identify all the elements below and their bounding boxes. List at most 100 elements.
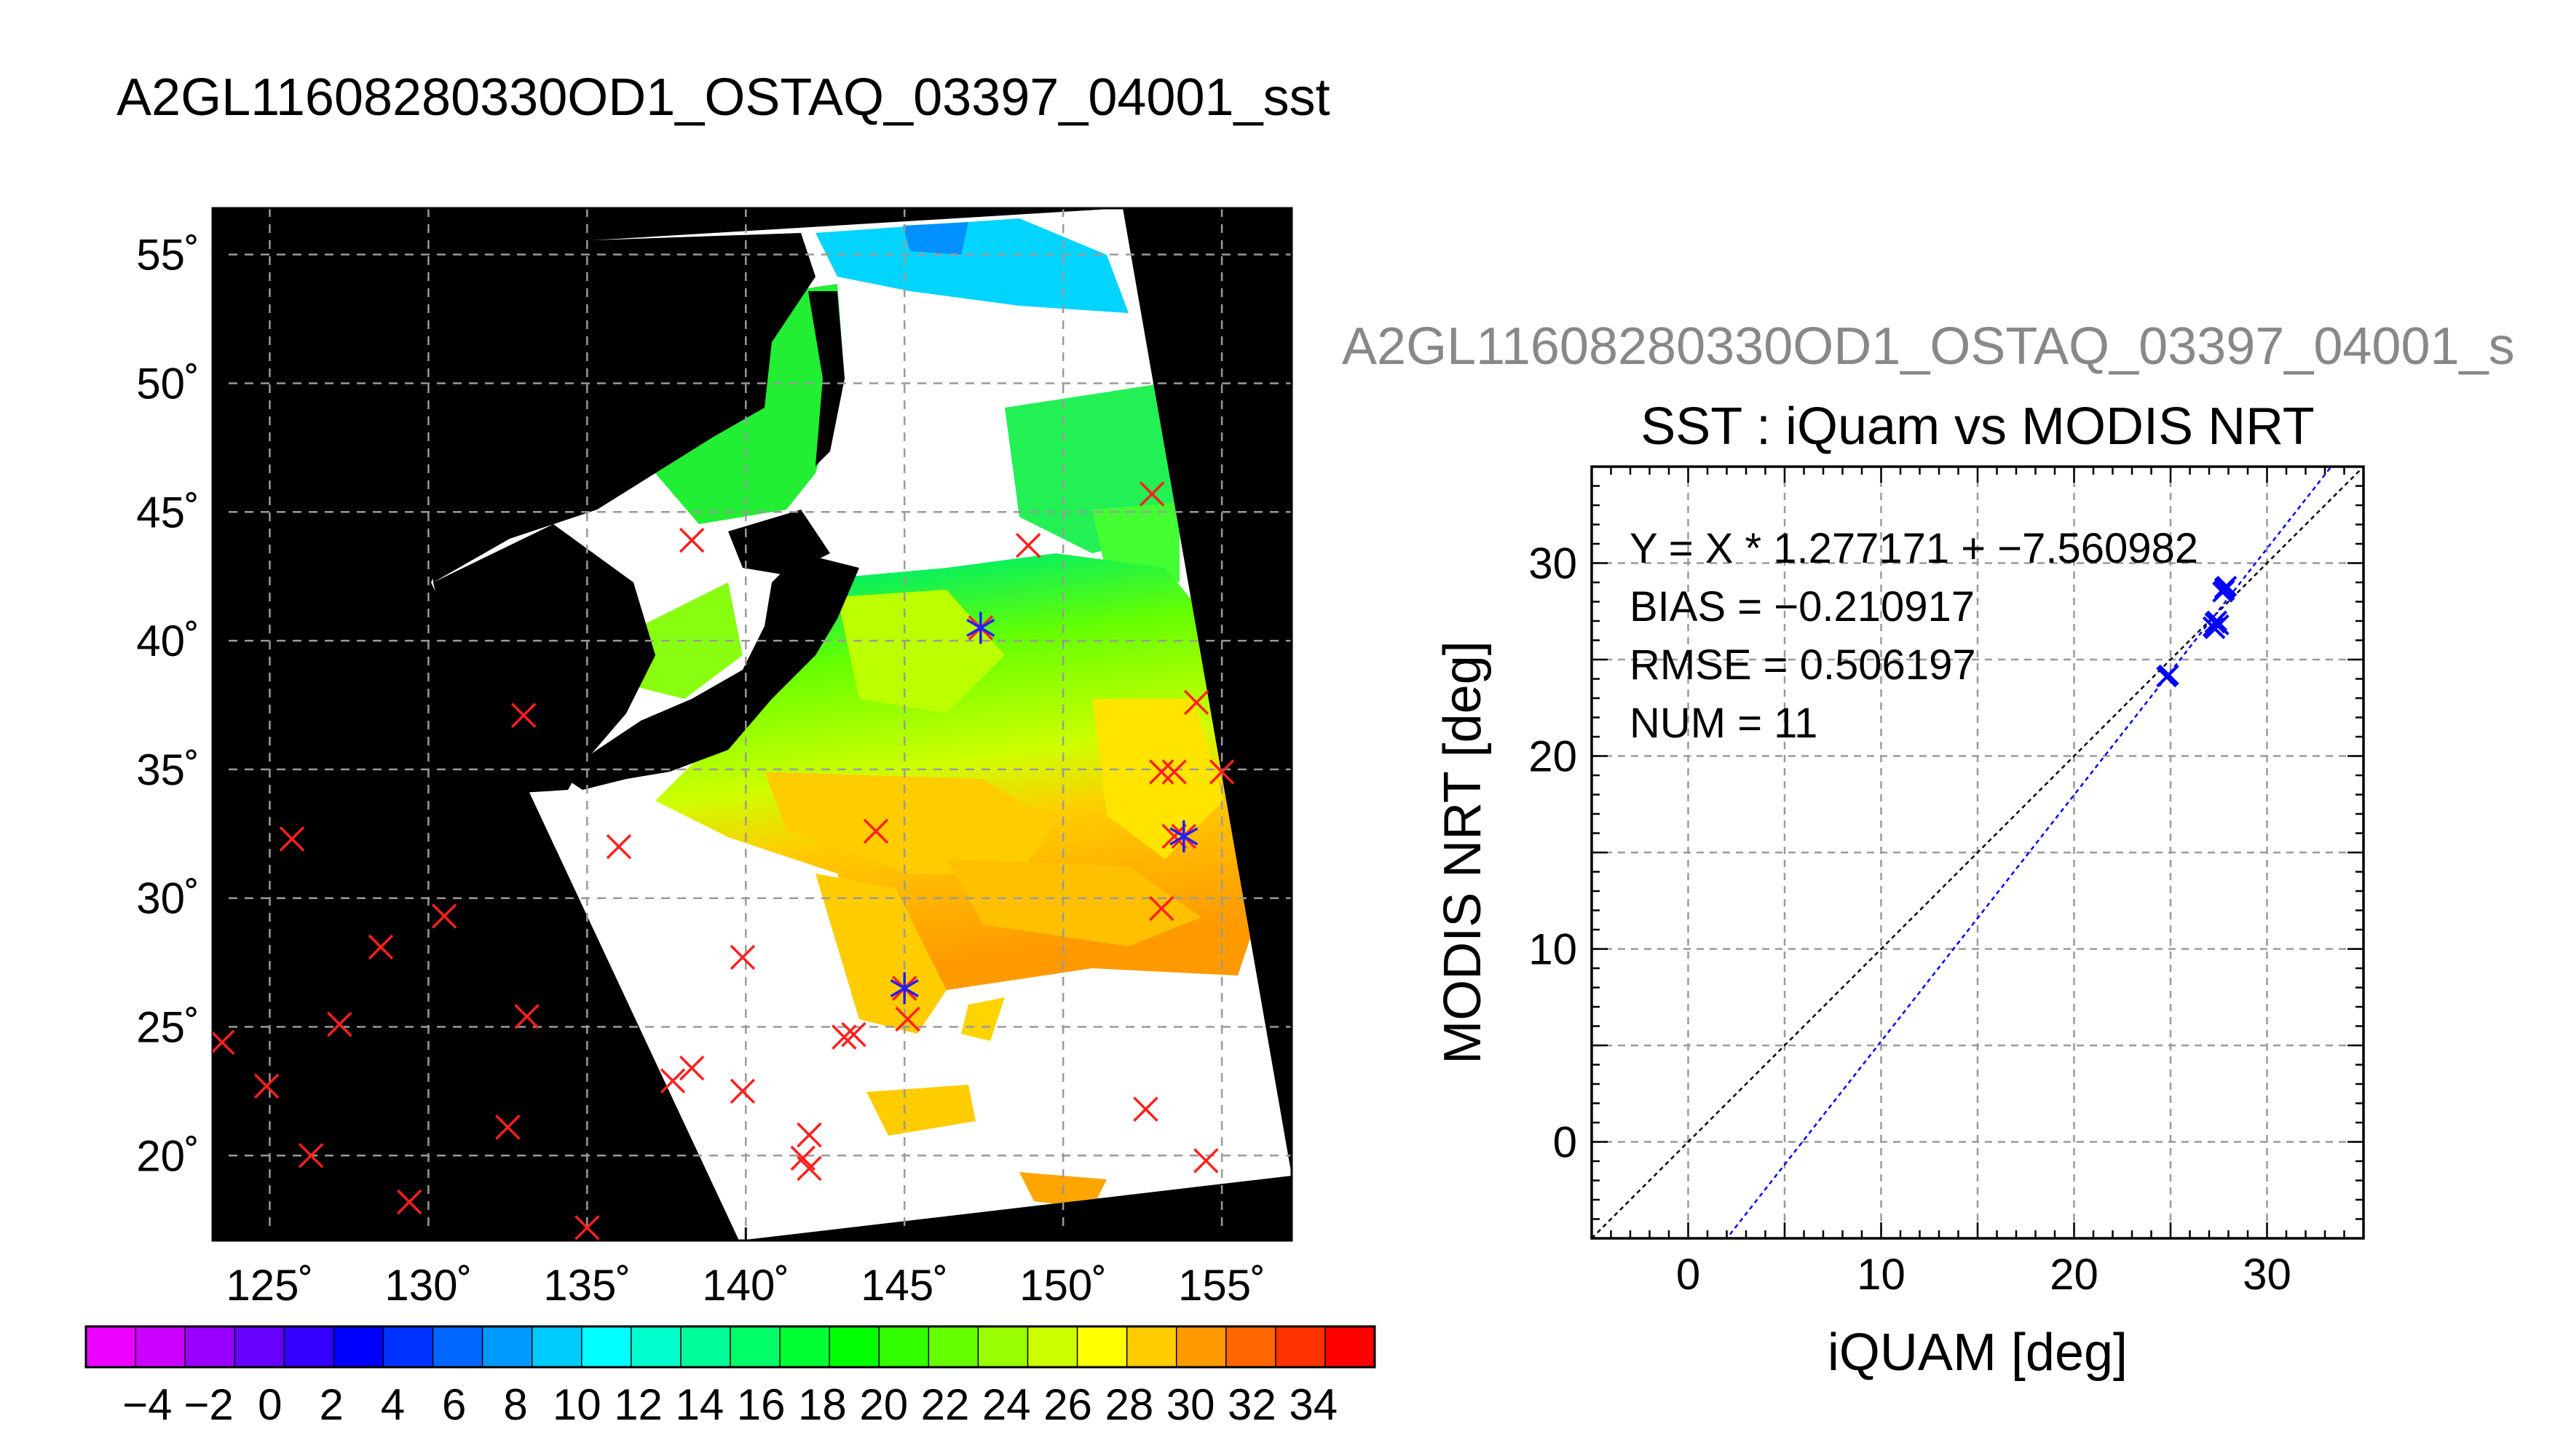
map-lat-tick-label: 45˚ — [136, 488, 200, 537]
station-marker-red — [679, 1055, 705, 1081]
colorbar-cell — [1027, 1326, 1078, 1367]
scatter-y-tick-label: 10 — [1528, 925, 1577, 974]
colorbar-tick-label: 12 — [614, 1380, 663, 1429]
station-marker-red — [1193, 1148, 1219, 1174]
map-lat-tick-label: 25˚ — [136, 1002, 200, 1051]
station-marker-red — [832, 1024, 857, 1050]
colorbar-cell — [284, 1326, 334, 1367]
colorbar-cell — [185, 1326, 235, 1367]
station-marker-red — [1015, 532, 1041, 558]
scatter-y-label: MODIS NRT [deg] — [1434, 641, 1492, 1064]
station-marker-red — [574, 1215, 600, 1241]
colorbar-cells — [86, 1326, 1375, 1367]
colorbar-cell — [234, 1326, 285, 1367]
scatter-filename: A2GL11608280330OD1_OSTAQ_03397_04001_s — [1342, 317, 2515, 376]
sst-map: 125˚ 130˚ 135˚ 140˚ 145˚ 150˚ 155˚ 55˚ 50˚ 45˚ 40… — [136, 207, 1293, 1310]
map-lat-tick-label: 40˚ — [136, 617, 200, 665]
station-marker-red — [730, 1078, 756, 1104]
stat-fit: Y = X * 1.277171 + −7.560982 — [1630, 525, 2198, 572]
station-marker-red — [797, 1122, 822, 1148]
station-marker-red — [510, 703, 537, 728]
stat-num: NUM = 11 — [1630, 700, 1817, 747]
map-lon-tick-label: 140˚ — [702, 1261, 789, 1310]
colorbar-tick-label: 24 — [982, 1380, 1031, 1429]
colorbar-tick-label: 30 — [1166, 1380, 1215, 1429]
station-marker-red — [253, 1073, 280, 1099]
colorbar-cell — [135, 1326, 186, 1367]
map-lon-tick-label: 145˚ — [861, 1261, 948, 1310]
station-marker-red — [863, 818, 889, 844]
map-lon-tick-label: 155˚ — [1178, 1261, 1265, 1310]
sakhalin-land — [808, 291, 845, 466]
station-marker-red — [514, 1004, 540, 1029]
colorbar-cell — [730, 1326, 781, 1367]
station-marker-red — [327, 1011, 352, 1037]
station-marker-red — [1161, 759, 1187, 785]
colorbar-tick-label: 2 — [319, 1380, 343, 1429]
station-marker-red — [606, 834, 632, 860]
station-marker-red — [679, 527, 705, 553]
map-lat-tick-label: 55˚ — [136, 231, 200, 280]
scatter-point — [2214, 577, 2235, 599]
station-marker-red — [1133, 1096, 1158, 1122]
scatter-x-label: iQUAM [deg] — [1828, 1324, 2128, 1382]
scatter-x-tick-label: 10 — [1857, 1250, 1906, 1299]
scatter-points — [2156, 575, 2238, 688]
map-lon-tick-label: 150˚ — [1019, 1261, 1107, 1310]
colorbar-tick-label: 6 — [442, 1380, 466, 1429]
station-marker-red — [1183, 689, 1209, 716]
map-lat-tick-label: 50˚ — [136, 359, 200, 408]
station-marker-red — [397, 1189, 422, 1215]
station-marker-blue — [890, 972, 919, 1005]
colorbar-cell — [631, 1326, 682, 1367]
colorbar-tick-label: −4 — [122, 1380, 172, 1429]
station-marker-red — [730, 944, 756, 970]
station-marker-blue — [966, 612, 995, 644]
scatter-stats: Y = X * 1.277171 + −7.560982 BIAS = −0.2… — [1630, 525, 2198, 747]
colorbar-tick-label: 20 — [859, 1380, 908, 1429]
colorbar-cell — [482, 1326, 533, 1367]
colorbar-cell — [1077, 1326, 1128, 1367]
colorbar-frame — [84, 1325, 1376, 1369]
station-marker-red — [1161, 823, 1187, 850]
colorbar-tick-label: 22 — [921, 1380, 970, 1429]
asia-land — [431, 233, 816, 582]
station-marker-red — [1149, 895, 1174, 922]
colorbar-cell — [928, 1326, 979, 1367]
scatter-point — [2204, 618, 2226, 640]
scatter-point — [2157, 664, 2179, 686]
map-lat-tick-label: 35˚ — [136, 745, 200, 794]
scatter-plot: SST : iQuam vs MODIS NRT 0 10 20 300102030 … — [1434, 397, 2365, 1382]
scatter-lines — [1592, 467, 2364, 1238]
scatter-y-tick-label: 0 — [1553, 1118, 1577, 1167]
colorbar-cell — [383, 1326, 434, 1367]
station-marker-red — [895, 1006, 920, 1032]
scatter-x-tick-label: 0 — [1676, 1250, 1700, 1299]
colorbar-cell — [581, 1326, 632, 1367]
japan-land — [561, 553, 859, 790]
colorbar-tick-label: −2 — [183, 1380, 233, 1429]
colorbar-tick-label: 18 — [798, 1380, 847, 1429]
station-marker-red — [368, 934, 394, 960]
colorbar-cell — [978, 1326, 1028, 1367]
colorbar-cell — [333, 1326, 384, 1367]
colorbar-tick-label: 10 — [553, 1380, 601, 1429]
scatter-x-tick-label: 20 — [2050, 1250, 2098, 1299]
colorbar-labels: −4 −2 0 2 4 6 8 10 12 14 16 18 20 22 24 26 28 30 32 34 — [122, 1380, 1338, 1429]
fit-line — [1726, 467, 2333, 1238]
map-lon-ticks: 125˚ 130˚ 135˚ 140˚ 145˚ 150˚ 155˚ — [226, 1227, 1265, 1310]
colorbar-cell — [1275, 1326, 1326, 1367]
colorbar-tick-label: 26 — [1043, 1380, 1092, 1429]
colorbar-cell — [1324, 1326, 1375, 1367]
station-marker-red — [797, 1155, 822, 1182]
colorbar-tick-label: 0 — [258, 1380, 282, 1429]
station-marker-red — [279, 826, 305, 852]
station-marker-red — [495, 1115, 521, 1140]
colorbar-cell — [532, 1326, 583, 1367]
colorbar-tick-label: 14 — [675, 1380, 724, 1429]
station-marker-red — [660, 1068, 686, 1093]
scatter-ticks: 0 10 20 30 0 10 20 30 — [1528, 467, 2364, 1299]
stat-rmse: RMSE = 0.506197 — [1630, 641, 1976, 689]
colorbar-cell — [879, 1326, 929, 1367]
